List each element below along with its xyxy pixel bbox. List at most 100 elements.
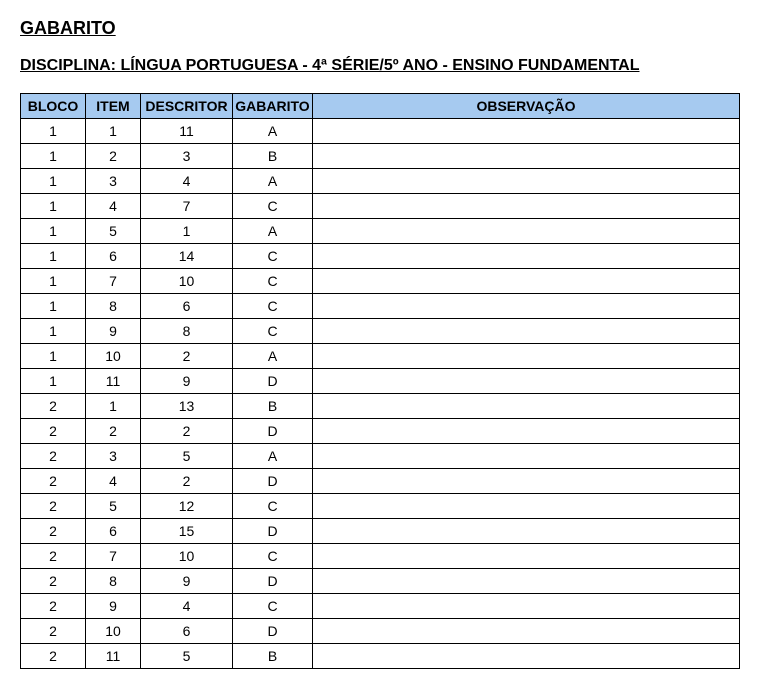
table-cell-descritor: 10 <box>141 544 233 569</box>
table-cell-observacao <box>313 119 740 144</box>
table-cell-bloco: 1 <box>21 269 86 294</box>
table-cell-bloco: 2 <box>21 594 86 619</box>
table-cell-bloco: 2 <box>21 469 86 494</box>
table-cell-descritor: 9 <box>141 369 233 394</box>
table-cell-observacao <box>313 269 740 294</box>
table-row: 235A <box>21 444 740 469</box>
table-cell-item: 6 <box>86 519 141 544</box>
table-cell-bloco: 2 <box>21 444 86 469</box>
table-cell-item: 3 <box>86 169 141 194</box>
table-cell-observacao <box>313 169 740 194</box>
table-cell-item: 9 <box>86 319 141 344</box>
table-cell-bloco: 2 <box>21 519 86 544</box>
table-cell-item: 2 <box>86 144 141 169</box>
col-header-observacao: OBSERVAÇÃO <box>313 94 740 119</box>
table-cell-item: 1 <box>86 394 141 419</box>
table-cell-gabarito: A <box>233 169 313 194</box>
table-cell-descritor: 5 <box>141 444 233 469</box>
table-row: 289D <box>21 569 740 594</box>
table-cell-descritor: 11 <box>141 119 233 144</box>
table-cell-descritor: 15 <box>141 519 233 544</box>
table-cell-descritor: 3 <box>141 144 233 169</box>
table-row: 123B <box>21 144 740 169</box>
table-cell-gabarito: A <box>233 119 313 144</box>
table-cell-bloco: 2 <box>21 544 86 569</box>
table-cell-gabarito: C <box>233 594 313 619</box>
table-cell-bloco: 1 <box>21 294 86 319</box>
table-cell-gabarito: B <box>233 394 313 419</box>
table-row: 222D <box>21 419 740 444</box>
table-cell-gabarito: C <box>233 244 313 269</box>
table-cell-descritor: 9 <box>141 569 233 594</box>
table-cell-gabarito: D <box>233 469 313 494</box>
table-cell-observacao <box>313 544 740 569</box>
table-cell-item: 8 <box>86 569 141 594</box>
table-row: 198C <box>21 319 740 344</box>
table-cell-gabarito: C <box>233 294 313 319</box>
table-row: 2710C <box>21 544 740 569</box>
table-cell-gabarito: B <box>233 144 313 169</box>
table-row: 1111A <box>21 119 740 144</box>
table-body: 1111A123B134A147C151A1614C1710C186C198C1… <box>21 119 740 669</box>
table-cell-item: 3 <box>86 444 141 469</box>
table-cell-descritor: 5 <box>141 644 233 669</box>
table-cell-descritor: 2 <box>141 344 233 369</box>
table-cell-gabarito: D <box>233 519 313 544</box>
table-cell-descritor: 6 <box>141 619 233 644</box>
table-cell-descritor: 7 <box>141 194 233 219</box>
table-cell-item: 4 <box>86 469 141 494</box>
table-cell-gabarito: D <box>233 369 313 394</box>
table-cell-observacao <box>313 469 740 494</box>
col-header-descritor: DESCRITOR <box>141 94 233 119</box>
table-cell-observacao <box>313 194 740 219</box>
table-cell-bloco: 2 <box>21 644 86 669</box>
table-cell-bloco: 2 <box>21 569 86 594</box>
table-cell-descritor: 6 <box>141 294 233 319</box>
table-cell-observacao <box>313 219 740 244</box>
table-cell-item: 5 <box>86 219 141 244</box>
table-row: 2512C <box>21 494 740 519</box>
page-title: GABARITO <box>20 18 740 39</box>
page-subtitle: DISCIPLINA: LÍNGUA PORTUGUESA - 4ª SÉRIE… <box>20 57 740 75</box>
table-cell-observacao <box>313 344 740 369</box>
table-cell-gabarito: A <box>233 444 313 469</box>
table-cell-bloco: 2 <box>21 494 86 519</box>
table-cell-descritor: 8 <box>141 319 233 344</box>
table-cell-bloco: 1 <box>21 319 86 344</box>
table-cell-gabarito: C <box>233 494 313 519</box>
table-cell-observacao <box>313 419 740 444</box>
table-cell-observacao <box>313 294 740 319</box>
table-cell-observacao <box>313 644 740 669</box>
table-row: 134A <box>21 169 740 194</box>
table-cell-bloco: 1 <box>21 219 86 244</box>
table-cell-observacao <box>313 569 740 594</box>
table-cell-descritor: 1 <box>141 219 233 244</box>
table-cell-gabarito: D <box>233 419 313 444</box>
table-cell-item: 11 <box>86 644 141 669</box>
table-cell-item: 7 <box>86 544 141 569</box>
table-row: 1710C <box>21 269 740 294</box>
table-cell-gabarito: C <box>233 194 313 219</box>
table-row: 147C <box>21 194 740 219</box>
table-cell-gabarito: C <box>233 319 313 344</box>
table-cell-bloco: 1 <box>21 344 86 369</box>
table-cell-bloco: 1 <box>21 119 86 144</box>
table-cell-descritor: 2 <box>141 469 233 494</box>
table-cell-observacao <box>313 594 740 619</box>
table-cell-observacao <box>313 319 740 344</box>
table-cell-item: 8 <box>86 294 141 319</box>
table-cell-item: 2 <box>86 419 141 444</box>
table-cell-gabarito: A <box>233 219 313 244</box>
table-row: 2113B <box>21 394 740 419</box>
table-cell-observacao <box>313 444 740 469</box>
table-row: 186C <box>21 294 740 319</box>
table-cell-gabarito: A <box>233 344 313 369</box>
table-cell-observacao <box>313 244 740 269</box>
table-cell-item: 9 <box>86 594 141 619</box>
table-header-row: BLOCO ITEM DESCRITOR GABARITO OBSERVAÇÃO <box>21 94 740 119</box>
table-cell-item: 7 <box>86 269 141 294</box>
table-cell-observacao <box>313 144 740 169</box>
col-header-gabarito: GABARITO <box>233 94 313 119</box>
table-row: 1119D <box>21 369 740 394</box>
table-cell-bloco: 1 <box>21 144 86 169</box>
